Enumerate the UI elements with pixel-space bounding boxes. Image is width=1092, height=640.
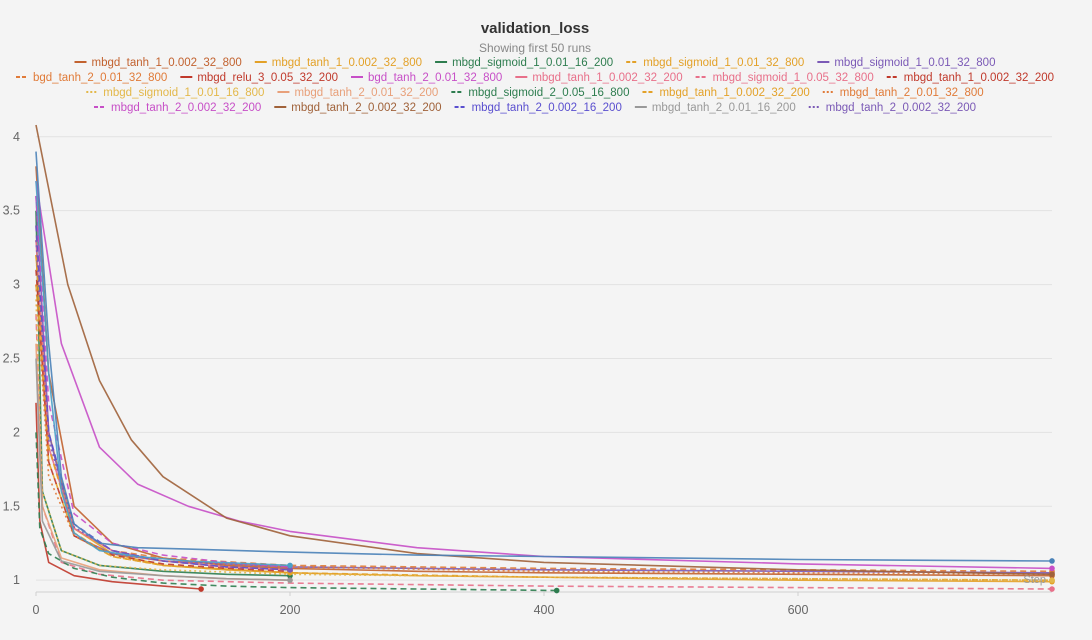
series-line-13 — [35, 432, 557, 592]
y-tick-label: 2 — [13, 425, 20, 439]
x-tick-label: 400 — [534, 603, 555, 617]
series-endpoint-20 — [287, 567, 293, 573]
series-line-11 — [35, 299, 1053, 581]
series-line-1 — [35, 254, 1053, 583]
series-line-0 — [35, 166, 1053, 577]
legend-row: mbgd_sigmoid_1_0.01_16_800 mbgd_tanh_2_0.… — [86, 87, 984, 99]
series-line-16 — [35, 195, 291, 568]
legend-item[interactable]: mbgd_tanh_2_0.002_32_200 — [274, 102, 442, 114]
series-line-18 — [35, 225, 291, 571]
series-lines — [35, 124, 1055, 594]
legend: mbgd_tanh_1_0.002_32_800 mbgd_tanh_1_0.00… — [16, 57, 1054, 114]
y-tick-label: 1.5 — [3, 499, 20, 513]
legend-item[interactable]: mbgd_sigmoid_1_0.01_16_200 — [435, 57, 613, 69]
series-line-5 — [35, 225, 1053, 573]
legend-item[interactable]: mbgd_sigmoid_1_0.01_32_800 — [626, 57, 804, 69]
legend-item[interactable]: mbgd_sigmoid_1_0.05_32_800 — [695, 72, 874, 84]
grid — [36, 136, 1052, 581]
legend-item[interactable]: mbgd_sigmoid_1_0.01_32_800 — [817, 57, 995, 69]
series-line-6 — [35, 402, 202, 590]
legend-label: mbgd_tanh_2_0.01_16_200 — [652, 102, 796, 114]
series-endpoint-17 — [1049, 571, 1055, 578]
legend-item[interactable]: mbgd_sigmoid_2_0.05_16_800 — [451, 87, 629, 99]
series-line-9 — [35, 314, 1053, 590]
y-tick-label: 2.5 — [3, 351, 20, 365]
chart-subtitle: Showing first 50 runs — [479, 41, 591, 55]
legend-item[interactable]: mbgd_tanh_2_0.01_32_800 — [822, 87, 984, 99]
legend-row: mbgd_tanh_1_0.002_32_800 mbgd_tanh_1_0.00… — [74, 57, 995, 69]
chart-title: validation_loss — [481, 20, 589, 37]
legend-item[interactable]: mbgd_tanh_2_0.002_16_200 — [454, 102, 622, 114]
legend-label: mbgd_tanh_2_0.002_32_200 — [111, 102, 261, 114]
legend-item[interactable]: mbgd_tanh_2_0.01_16_200 — [634, 102, 796, 114]
series-endpoint-7 — [1049, 565, 1055, 572]
legend-item[interactable]: mbgd_tanh_2_0.002_32_200 — [94, 102, 261, 114]
legend-label: mbgd_sigmoid_1_0.05_32_800 — [713, 72, 874, 84]
x-axis: 0 200 400 600 — [33, 591, 1052, 617]
legend-label: mbgd_relu_3_0.05_32_200 — [197, 72, 338, 84]
legend-item[interactable]: mbgd_tanh_1_0.002_32_800 — [74, 57, 242, 69]
x-tick-label: 0 — [33, 603, 40, 617]
y-axis: 1 1.5 2 2.5 3 3.5 4 — [3, 130, 20, 587]
legend-item[interactable]: mbgd_tanh_1_0.002_32_200 — [886, 72, 1054, 84]
legend-label: mbgd_tanh_1_0.002_32_200 — [904, 72, 1054, 84]
legend-row: mbgd_tanh_2_0.002_32_200 mbgd_tanh_2_0.00… — [94, 102, 976, 114]
series-line-7 — [35, 180, 1053, 570]
legend-label: mbgd_sigmoid_1_0.01_32_800 — [643, 57, 804, 69]
y-tick-label: 3.5 — [3, 204, 20, 218]
legend-label: mbgd_sigmoid_1_0.01_32_800 — [834, 57, 995, 69]
series-endpoint-11 — [1049, 577, 1055, 583]
series-endpoint-6 — [198, 586, 204, 592]
x-tick-label: 600 — [788, 603, 809, 617]
legend-item[interactable]: mbgd_tanh_2_0.002_32_200 — [808, 102, 976, 114]
series-line-3 — [35, 284, 1053, 581]
legend-item[interactable]: bgd_tanh_2_0.01_32_800 — [16, 72, 167, 84]
x-axis-label: Step — [1023, 574, 1046, 586]
series-endpoint-22 — [287, 562, 293, 569]
legend-item[interactable]: mbgd_tanh_1_0.002_32_200 — [515, 72, 683, 84]
series-line-20 — [35, 240, 291, 571]
legend-item[interactable]: mbgd_sigmoid_1_0.01_16_800 — [86, 87, 264, 99]
series-endpoint-21 — [1049, 558, 1055, 564]
legend-label: mbgd_tanh_1_0.002_32_200 — [532, 72, 682, 84]
legend-label: mbgd_tanh_2_0.002_32_200 — [291, 102, 441, 114]
legend-label: mbgd_tanh_1_0.002_32_800 — [92, 57, 242, 69]
legend-item[interactable]: mbgd_tanh_2_0.01_32_200 — [277, 87, 438, 99]
legend-label: mbgd_tanh_1_0.002_32_800 — [272, 57, 422, 69]
legend-item[interactable]: bgd_tanh_2_0.01_32_800 — [351, 72, 502, 84]
legend-row: bgd_tanh_2_0.01_32_800 mbgd_relu_3_0.05_3… — [16, 72, 1054, 84]
legend-label: mbgd_tanh_2_0.01_32_200 — [294, 87, 438, 99]
legend-label: mbgd_tanh_2_0.002_16_200 — [472, 102, 622, 114]
y-tick-label: 1 — [13, 573, 20, 587]
series-line-19 — [35, 358, 291, 581]
series-line-22 — [35, 181, 291, 567]
legend-label: bgd_tanh_2_0.01_32_800 — [33, 72, 167, 84]
x-tick-label: 200 — [280, 603, 301, 617]
series-line-21 — [35, 151, 1053, 562]
series-line-15 — [35, 284, 1053, 576]
y-tick-label: 4 — [13, 130, 20, 144]
legend-label: mbgd_sigmoid_1_0.01_16_800 — [103, 87, 264, 99]
series-line-14 — [35, 254, 291, 574]
legend-item[interactable]: mbgd_relu_3_0.05_32_200 — [180, 72, 338, 84]
legend-label: mbgd_tanh_2_0.002_32_200 — [826, 102, 976, 114]
series-line-4 — [35, 195, 1053, 574]
series-endpoint-13 — [553, 587, 560, 594]
legend-label: bgd_tanh_2_0.01_32_800 — [368, 72, 502, 84]
series-line-10 — [35, 269, 291, 573]
y-tick-label: 3 — [13, 278, 20, 292]
legend-label: mbgd_sigmoid_1_0.01_16_200 — [452, 57, 613, 69]
series-line-17 — [35, 124, 1053, 576]
series-endpoint-9 — [1049, 586, 1055, 592]
legend-item[interactable]: mbgd_tanh_1_0.002_32_200 — [642, 87, 810, 99]
legend-label: mbgd_tanh_1_0.002_32_200 — [659, 87, 809, 99]
series-line-8 — [35, 240, 291, 571]
legend-label: mbgd_sigmoid_2_0.05_16_800 — [468, 87, 629, 99]
legend-label: mbgd_tanh_2_0.01_32_800 — [840, 87, 984, 99]
series-endpoint-19 — [287, 577, 293, 583]
legend-item[interactable]: mbgd_tanh_1_0.002_32_800 — [254, 57, 422, 69]
